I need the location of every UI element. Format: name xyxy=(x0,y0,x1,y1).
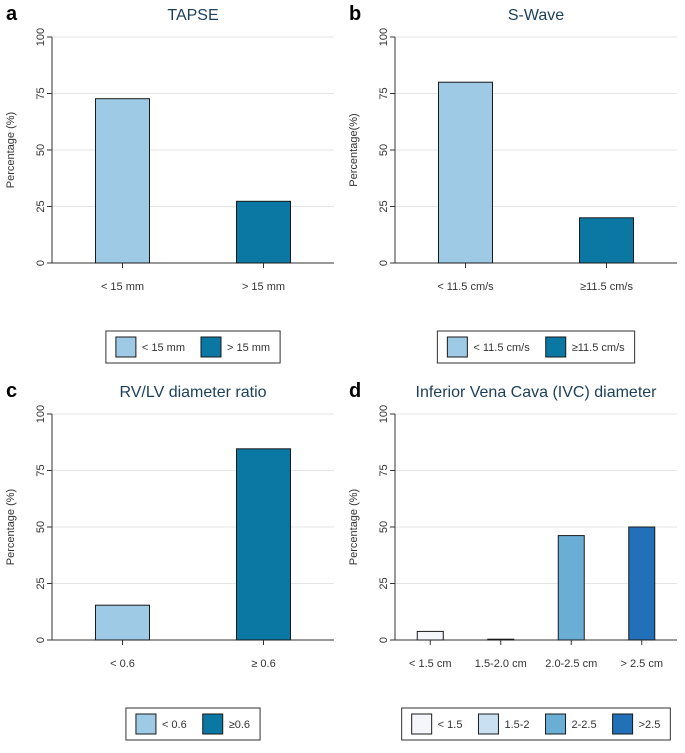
x-tick-label: 2.0-2.5 cm xyxy=(545,658,597,670)
legend-swatch xyxy=(612,713,634,735)
x-tick-label: > 15 mm xyxy=(242,281,285,293)
bar xyxy=(438,81,493,264)
panel-letter: b xyxy=(349,3,361,25)
panel-letter: d xyxy=(349,380,361,402)
y-axis-title: Percentage (%) xyxy=(5,489,17,565)
chart-title: S-Wave xyxy=(508,7,564,24)
y-tick-label: 75 xyxy=(378,464,390,476)
x-tick-label: 1.5-2.0 cm xyxy=(475,658,527,670)
y-tick-label: 25 xyxy=(35,577,47,589)
y-tick-label: 75 xyxy=(35,87,47,99)
chart-title: TAPSE xyxy=(167,7,218,24)
bar xyxy=(416,630,444,641)
panel-ivc-diameter: d Inferior Vena Cava (IVC) diameter 0 25 50 7… xyxy=(343,377,685,753)
y-tick-label: 0 xyxy=(378,260,390,266)
chart-svg: b S-Wave 0 25 50 75 100 Percentage(%) < 11.5 cm/… xyxy=(348,3,677,364)
legend-swatch xyxy=(477,713,499,735)
y-tick-label: 50 xyxy=(378,144,390,156)
legend-swatch xyxy=(545,336,567,358)
y-tick-label: 75 xyxy=(35,464,47,476)
panel-letter: a xyxy=(6,3,18,25)
x-tick-label: < 15 mm xyxy=(101,281,144,293)
y-tick-label: 75 xyxy=(378,87,390,99)
legend-swatch xyxy=(200,336,222,358)
legend-label: 1.5-2 xyxy=(504,719,529,731)
bar xyxy=(579,217,634,264)
x-tick-label: < 1.5 cm xyxy=(409,658,452,670)
legend-box xyxy=(401,707,671,741)
y-tick-label: 50 xyxy=(35,144,47,156)
legend: < 1.5 1.5-2 2-2.5 >2.5 xyxy=(401,707,671,741)
y-axis-title: Percentage (%) xyxy=(348,489,360,565)
chart-title: RV/LV diameter ratio xyxy=(119,384,266,401)
bar xyxy=(236,200,291,264)
panel-letter: c xyxy=(6,380,17,402)
y-axis-title: Percentage(%) xyxy=(348,113,360,186)
y-tick-label: 100 xyxy=(378,405,390,423)
y-tick-label: 25 xyxy=(378,200,390,212)
x-tick-label: > 2.5 cm xyxy=(621,658,664,670)
legend-swatch xyxy=(135,713,157,735)
legend-label: > 15 mm xyxy=(227,342,270,354)
legend: < 0.6 ≥0.6 xyxy=(125,707,261,741)
bar xyxy=(628,526,656,641)
legend: < 11.5 cm/s ≥11.5 cm/s xyxy=(436,330,636,364)
y-tick-label: 25 xyxy=(35,200,47,212)
bar xyxy=(95,604,150,641)
x-tick-label: < 11.5 cm/s xyxy=(437,281,494,293)
legend-label: ≥0.6 xyxy=(229,719,250,731)
legend-swatch xyxy=(115,336,137,358)
legend-label: < 11.5 cm/s xyxy=(473,342,530,354)
chart-title: Inferior Vena Cava (IVC) diameter xyxy=(416,384,658,401)
y-tick-label: 100 xyxy=(35,405,47,423)
bar xyxy=(236,448,291,641)
legend-box xyxy=(436,330,636,364)
legend-label: ≥11.5 cm/s xyxy=(572,342,625,354)
bar xyxy=(95,98,150,264)
legend: < 15 mm > 15 mm xyxy=(105,330,281,364)
legend-label: < 15 mm xyxy=(142,342,185,354)
y-tick-label: 0 xyxy=(378,637,390,643)
y-tick-label: 100 xyxy=(378,28,390,46)
chart-svg: c RV/LV diameter ratio 0 25 50 75 100 Percentag… xyxy=(5,380,334,741)
y-tick-label: 0 xyxy=(35,637,47,643)
y-tick-label: 0 xyxy=(35,260,47,266)
bar xyxy=(487,638,515,641)
x-tick-label: ≥11.5 cm/s xyxy=(580,281,633,293)
bar xyxy=(557,535,585,641)
legend-swatch xyxy=(411,713,433,735)
y-tick-label: 25 xyxy=(378,577,390,589)
chart-svg: a TAPSE 0 25 50 75 100 Percentage (%) < 15 mm > 1… xyxy=(5,3,334,364)
y-tick-label: 100 xyxy=(35,28,47,46)
legend-label: < 1.5 xyxy=(438,719,463,731)
x-tick-label: ≥ 0.6 xyxy=(251,658,275,670)
x-tick-label: < 0.6 xyxy=(110,658,135,670)
y-tick-label: 50 xyxy=(378,521,390,533)
panel-s-wave: b S-Wave 0 25 50 75 100 Percentage(%) < 11.5 cm/… xyxy=(343,0,685,376)
chart-svg: d Inferior Vena Cava (IVC) diameter 0 25 50 7… xyxy=(348,380,677,741)
legend-label: >2.5 xyxy=(639,719,661,731)
legend-label: 2-2.5 xyxy=(572,719,597,731)
legend-label: < 0.6 xyxy=(162,719,187,731)
legend-swatch xyxy=(545,713,567,735)
panel-tapse: a TAPSE 0 25 50 75 100 Percentage (%) < 15 mm > 1… xyxy=(0,0,342,376)
y-tick-label: 50 xyxy=(35,521,47,533)
legend-swatch xyxy=(446,336,468,358)
panel-rv-lv-ratio: c RV/LV diameter ratio 0 25 50 75 100 Percentag… xyxy=(0,377,342,753)
y-axis-title: Percentage (%) xyxy=(5,112,17,188)
legend-swatch xyxy=(202,713,224,735)
